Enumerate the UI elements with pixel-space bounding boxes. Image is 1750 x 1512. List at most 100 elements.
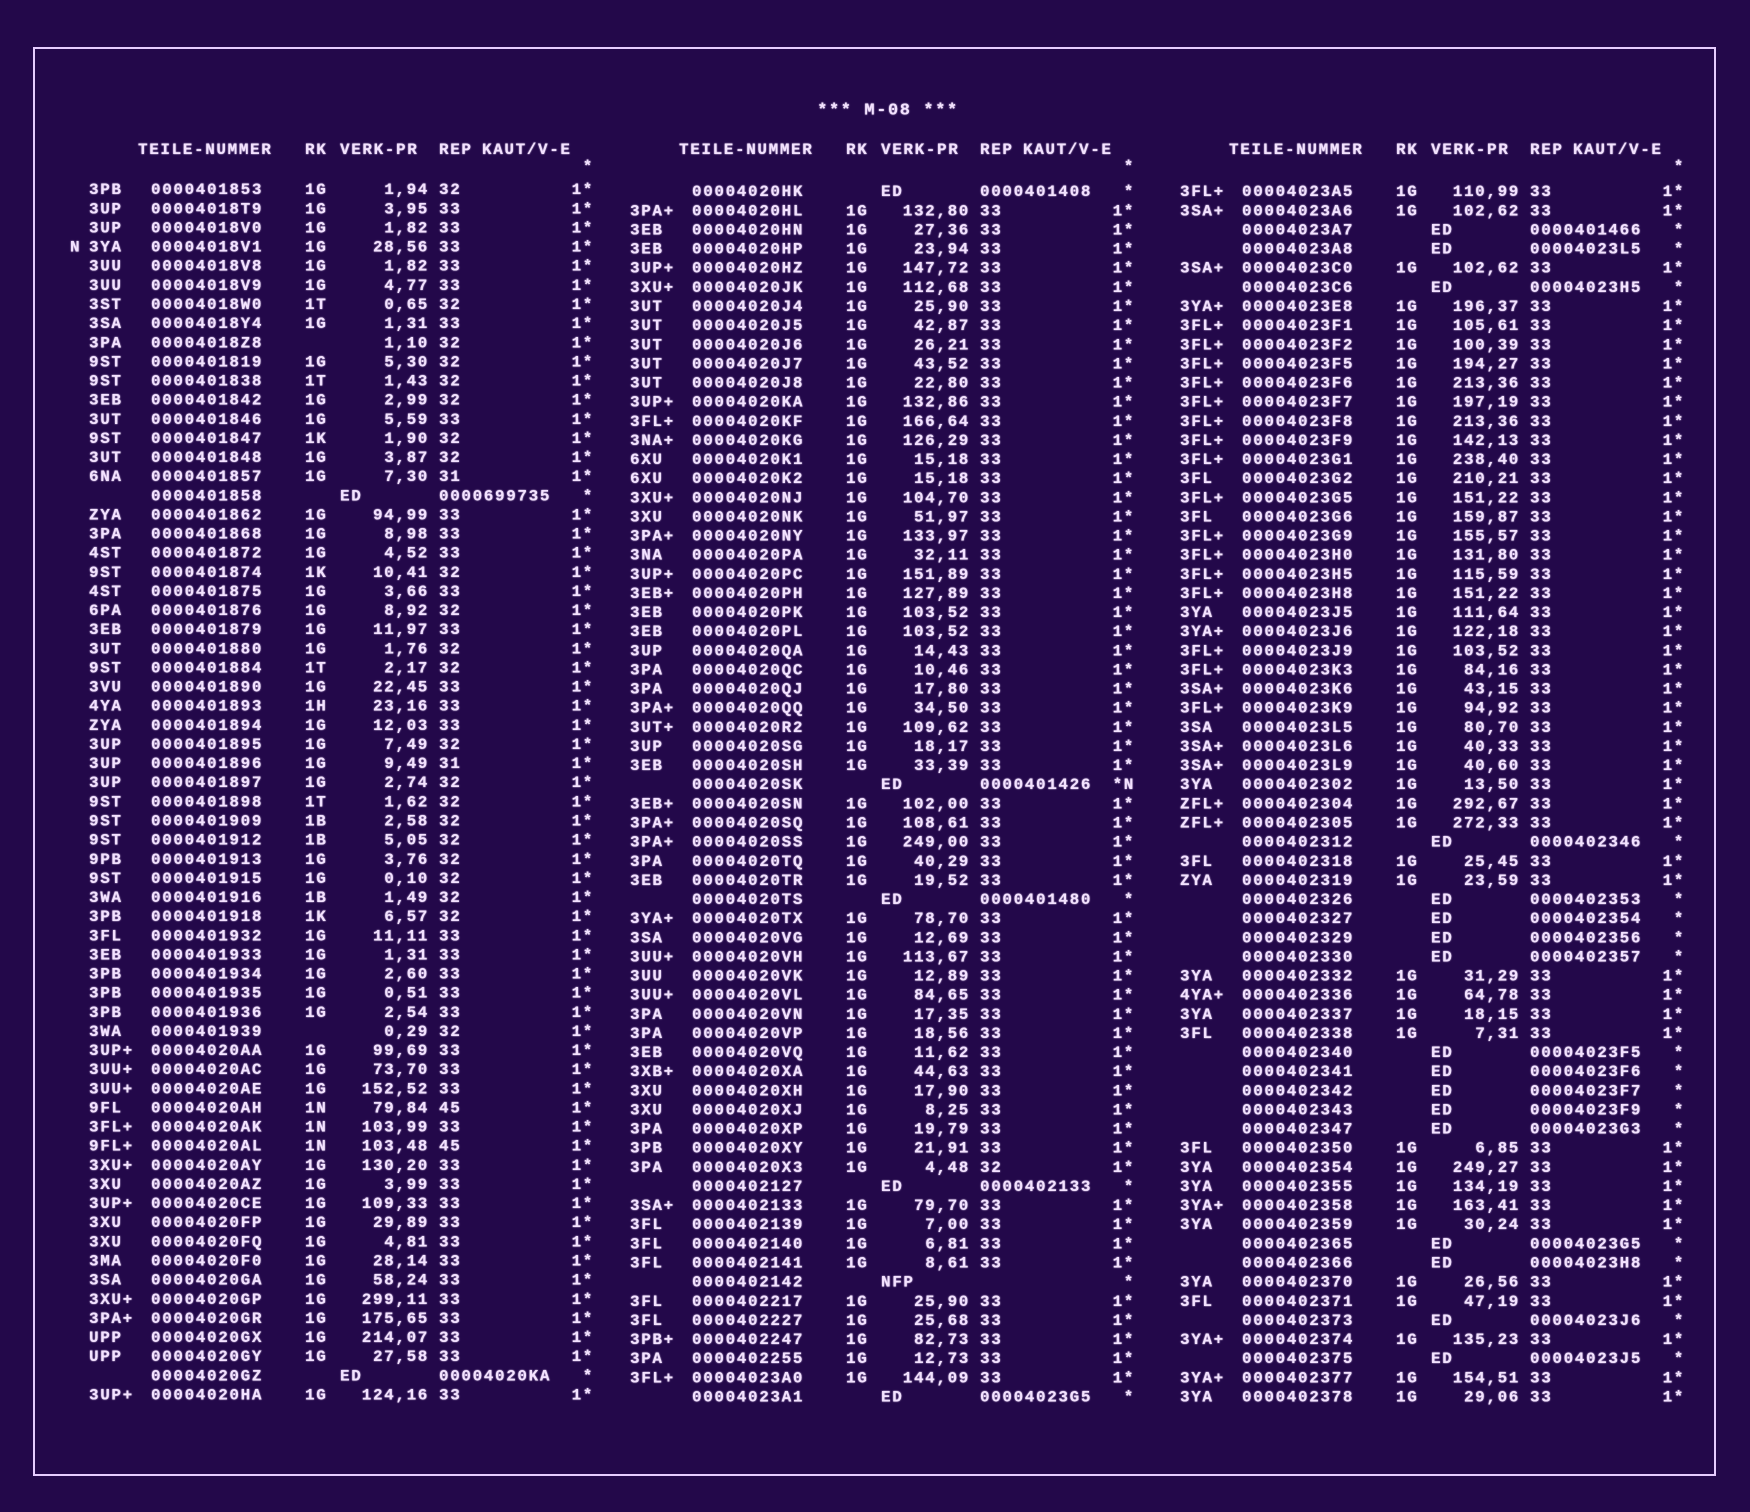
cell-rep: 45	[439, 1138, 461, 1156]
header-mark: *	[1124, 158, 1135, 176]
cell-rep: 33	[980, 566, 1002, 584]
cell-st: ED	[1431, 1121, 1453, 1139]
cell-rep: 33	[1530, 738, 1552, 756]
cell-kaut: 1*	[1663, 528, 1685, 546]
cell-grp: 3EB+	[630, 795, 675, 813]
cell-rk: 1G	[305, 449, 327, 467]
cell-price: 6,57	[384, 908, 429, 926]
cell-price: 21,91	[914, 1140, 970, 1158]
cell-grp: 3PA	[630, 1121, 664, 1139]
cell-price: 10,41	[373, 564, 429, 582]
cell-part: 00004023J9	[1242, 642, 1354, 660]
cell-ref: 00004023F6	[1530, 1063, 1642, 1081]
cell-kaut: 1*	[1113, 375, 1135, 393]
cell-kaut: *	[1124, 1388, 1135, 1406]
cell-rk: 1G	[1396, 1178, 1418, 1196]
cell-kaut: 1*	[1113, 260, 1135, 278]
cell-rk: 1G	[1396, 968, 1418, 986]
cell-part: 0000402359	[1242, 1216, 1354, 1234]
cell-rep: 33	[439, 717, 461, 735]
cell-kaut: 1*	[1113, 968, 1135, 986]
cell-price: 194,27	[1453, 355, 1520, 373]
cell-part: 00004020K2	[692, 470, 804, 488]
cell-st: ED	[881, 776, 903, 794]
cell-part: 00004020KG	[692, 432, 804, 450]
cell-grp: 3FL+	[1180, 355, 1225, 373]
cell-rep: 33	[980, 585, 1002, 603]
cell-part: 00004023J5	[1242, 604, 1354, 622]
cell-price: 104,70	[903, 489, 970, 507]
cell-part: 0000402347	[1242, 1121, 1354, 1139]
cell-price: 3,76	[384, 851, 429, 869]
cell-grp: 3FL	[1180, 1140, 1214, 1158]
cell-grp: 3UU	[630, 968, 664, 986]
cell-price: 122,18	[1453, 623, 1520, 641]
cell-kaut: 1*	[1113, 681, 1135, 699]
cell-rk: 1G	[846, 413, 868, 431]
cell-kaut: 1*	[572, 985, 594, 1003]
cell-rep: 33	[980, 738, 1002, 756]
cell-part: 00004023L5	[1242, 719, 1354, 737]
cell-ref: 00004023H5	[1530, 279, 1642, 297]
cell-price: 8,92	[384, 602, 429, 620]
cell-rk: 1G	[846, 1159, 868, 1177]
cell-grp: 3UP+	[630, 260, 675, 278]
cell-price: 151,22	[1453, 489, 1520, 507]
cell-grp: 3XU+	[89, 1157, 134, 1175]
cell-price: 127,89	[903, 585, 970, 603]
cell-kaut: *	[1674, 948, 1685, 966]
cell-ref: 00004023G5	[1530, 1235, 1642, 1253]
cell-rep: 32	[439, 908, 461, 926]
cell-grp: 3FL+	[1180, 317, 1225, 335]
cell-rep: 33	[1530, 298, 1552, 316]
cell-st: ED	[1431, 910, 1453, 928]
cell-rep: 33	[439, 1310, 461, 1328]
cell-part: 0000401893	[151, 698, 263, 716]
cell-grp: 3WA	[89, 1023, 123, 1041]
cell-rep: 33	[439, 1157, 461, 1175]
cell-rk: 1G	[846, 585, 868, 603]
cell-price: 102,62	[1453, 260, 1520, 278]
cell-kaut: 1*	[1113, 1044, 1135, 1062]
cell-kaut: 1*	[1663, 1178, 1685, 1196]
cell-rk: 1G	[1396, 1197, 1418, 1215]
cell-rep: 33	[439, 966, 461, 984]
cell-price: 132,80	[903, 202, 970, 220]
cell-rep: 33	[980, 432, 1002, 450]
cell-st: ED	[1431, 241, 1453, 259]
cell-part: 00004023F9	[1242, 432, 1354, 450]
cell-price: 272,33	[1453, 815, 1520, 833]
cell-rep: 33	[980, 202, 1002, 220]
cell-rep: 33	[439, 239, 461, 257]
cell-kaut: 1*	[1113, 757, 1135, 775]
cell-rk: 1G	[1396, 795, 1418, 813]
cell-part: 0000401880	[151, 640, 263, 658]
cell-kaut: 1*	[572, 392, 594, 410]
cell-ref: 00004023F5	[1530, 1044, 1642, 1062]
cell-rk: 1G	[1396, 508, 1418, 526]
cell-rk: 1G	[1396, 336, 1418, 354]
cell-part: 0000402377	[1242, 1369, 1354, 1387]
cell-part: 00004020AK	[151, 1119, 263, 1137]
cell-rk: 1G	[305, 1080, 327, 1098]
cell-price: 197,19	[1453, 394, 1520, 412]
cell-kaut: 1*	[1113, 642, 1135, 660]
cell-rep: 33	[1530, 317, 1552, 335]
cell-price: 5,30	[384, 353, 429, 371]
cell-rk: 1G	[1396, 776, 1418, 794]
cell-rep: 33	[1530, 547, 1552, 565]
cell-grp: 3YA	[1180, 1388, 1214, 1406]
cell-price: 5,05	[384, 832, 429, 850]
cell-rk: 1G	[305, 1157, 327, 1175]
cell-kaut: 1*	[572, 373, 594, 391]
cell-rk: 1G	[305, 736, 327, 754]
cell-part: 00004020CE	[151, 1195, 263, 1213]
cell-rk: 1G	[305, 1195, 327, 1213]
cell-kaut: 1*	[1663, 738, 1685, 756]
cell-price: 7,31	[1475, 1025, 1520, 1043]
cell-part: 00004020R2	[692, 719, 804, 737]
cell-rep: 32	[439, 430, 461, 448]
cell-kaut: 1*	[572, 239, 594, 257]
cell-kaut: 1*	[1663, 604, 1685, 622]
cell-part: 0000402247	[692, 1331, 804, 1349]
